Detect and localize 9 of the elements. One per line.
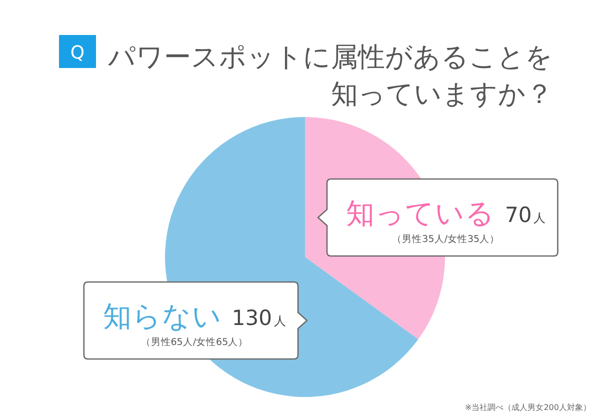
- slice-label: 知らない: [102, 300, 222, 333]
- text: Q: [70, 42, 85, 64]
- chart-title: パワースポットに属性があることを知っていますか？: [107, 42, 553, 110]
- text: ※当社調べ（成人男女200人対象）: [465, 403, 591, 412]
- data-label: 70人: [505, 203, 546, 227]
- text: （男性35人/女性35人）: [392, 234, 500, 245]
- slice-label: 知っている: [346, 197, 495, 230]
- text: （男性65人/女性65人）: [140, 337, 248, 348]
- data-label: 130人: [232, 306, 286, 330]
